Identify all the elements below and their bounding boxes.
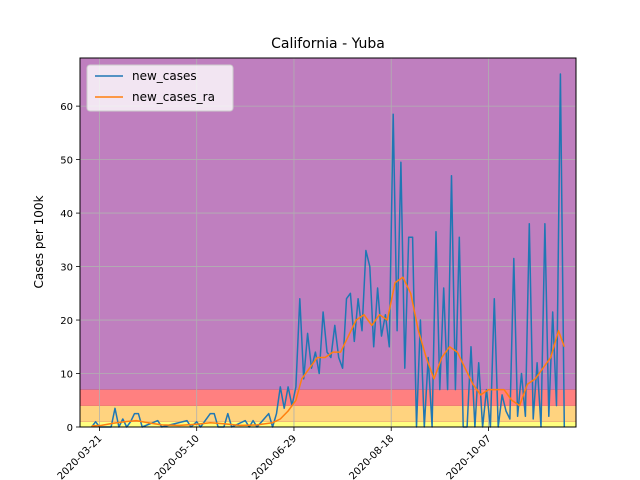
x-tick-label: 2020-06-29 bbox=[250, 433, 299, 480]
x-tick-label: 2020-10-07 bbox=[445, 433, 494, 480]
risk-band-0 bbox=[80, 421, 576, 427]
chart-title: California - Yuba bbox=[271, 36, 385, 52]
legend: new_cases new_cases_ra bbox=[86, 64, 234, 112]
risk-bands bbox=[80, 57, 576, 427]
y-tick-label: 0 bbox=[67, 423, 73, 434]
legend-label-new_cases: new_cases bbox=[132, 69, 197, 83]
x-axis: 2020-03-21 2020-05-10 2020-06-29 2020-08-18… bbox=[56, 427, 494, 480]
y-axis-title: Cases per 100k bbox=[32, 195, 46, 288]
series-line-new_cases_ra bbox=[91, 276, 566, 427]
y-tick-label: 60 bbox=[60, 102, 73, 113]
x-tick-label: 2020-03-21 bbox=[56, 433, 105, 480]
y-tick-label: 50 bbox=[60, 156, 73, 167]
y-tick-label: 40 bbox=[60, 209, 73, 220]
risk-band-1 bbox=[80, 405, 576, 422]
x-tick-label: 2020-08-18 bbox=[347, 433, 396, 480]
plot-frame bbox=[79, 57, 577, 428]
y-axis: 0 10 20 30 40 50 60 bbox=[60, 102, 80, 434]
y-tick-label: 10 bbox=[60, 370, 73, 381]
y-tick-label: 30 bbox=[60, 263, 73, 274]
x-tick-label: 2020-05-10 bbox=[153, 433, 202, 480]
series-line-new_cases bbox=[91, 73, 566, 428]
series-lines bbox=[91, 73, 566, 428]
y-tick-label: 20 bbox=[60, 316, 73, 327]
legend-label-new_cases_ra: new_cases_ra bbox=[132, 90, 215, 104]
grid-lines bbox=[80, 58, 576, 428]
risk-band-2 bbox=[80, 389, 576, 406]
legend-box bbox=[86, 64, 234, 112]
